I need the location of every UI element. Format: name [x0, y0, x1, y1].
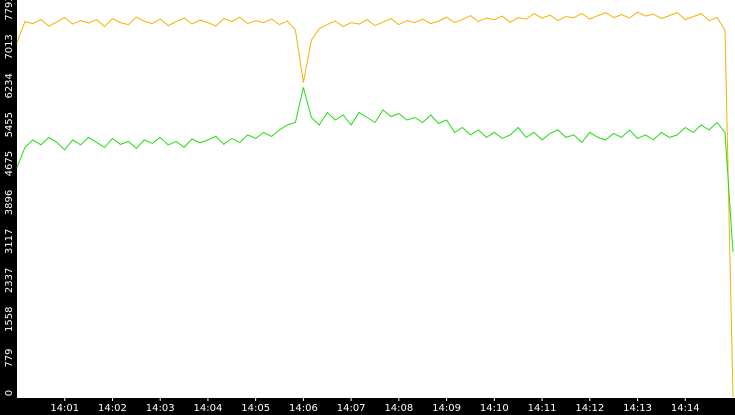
x-tick-label: 14:05 [241, 403, 270, 414]
x-axis-strip [0, 398, 735, 415]
x-tick-label: 14:12 [575, 403, 604, 414]
series-line [16, 11, 734, 398]
y-tick-label: 1558 [4, 307, 15, 332]
y-tick-label: 6234 [4, 73, 15, 98]
x-tick-label: 14:10 [480, 403, 509, 414]
y-tick-label: 2337 [4, 268, 15, 293]
x-tick-label: 14:06 [289, 403, 318, 414]
x-tick-label: 14:13 [623, 403, 652, 414]
y-tick-label: 7793 [4, 0, 15, 21]
y-tick-label: 3117 [4, 229, 15, 254]
y-tick-label: 5455 [4, 112, 15, 137]
x-tick-label: 14:01 [50, 403, 79, 414]
x-tick-label: 14:14 [671, 403, 700, 414]
x-tick-label: 14:08 [384, 403, 413, 414]
x-tick-label: 14:09 [432, 403, 461, 414]
y-tick-label: 7013 [4, 34, 15, 59]
series-line [16, 87, 734, 253]
x-tick-label: 14:11 [528, 403, 557, 414]
y-axis-strip [0, 0, 17, 415]
y-tick-label: 779 [4, 349, 15, 368]
y-tick-label: 4675 [4, 151, 15, 176]
x-tick-label: 14:02 [98, 403, 127, 414]
y-tick-label: 0 [4, 390, 15, 396]
x-tick-label: 14:03 [146, 403, 175, 414]
y-tick-label: 3896 [4, 190, 15, 215]
x-tick-label: 14:04 [194, 403, 223, 414]
x-tick-label: 14:07 [337, 403, 366, 414]
